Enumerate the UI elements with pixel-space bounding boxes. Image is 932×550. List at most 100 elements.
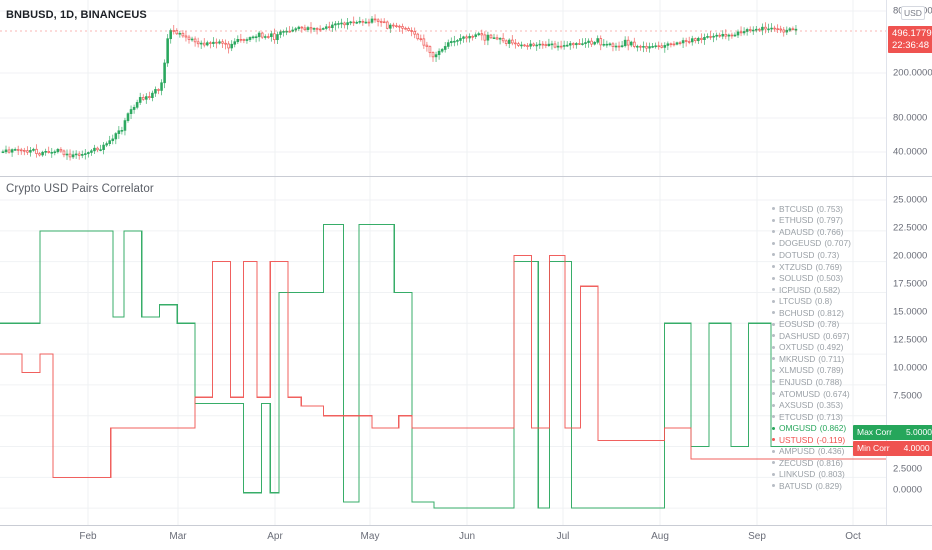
legend-item-xlmusd[interactable]: XLMUSD (0.789) xyxy=(772,365,884,377)
legend-item-linkusd[interactable]: LINKUSD (0.803) xyxy=(772,469,884,481)
max-corr-badge[interactable]: Max Corr 5.0000 xyxy=(853,425,932,440)
legend-value: (0.353) xyxy=(816,400,843,411)
indicator-axis-label: 7.5000 xyxy=(893,390,923,402)
legend-item-dashusd[interactable]: DASHUSD (0.697) xyxy=(772,330,884,342)
legend-item-btcusd[interactable]: BTCUSD (0.753) xyxy=(772,203,884,215)
legend-item-adausd[interactable]: ADAUSD (0.766) xyxy=(772,226,884,238)
legend-item-bchusd[interactable]: BCHUSD (0.812) xyxy=(772,307,884,319)
indicator-pane[interactable]: 25.0000 22.5000 20.0000 17.5000 15.0000 … xyxy=(0,177,932,525)
indicator-title[interactable]: Crypto USD Pairs Correlator xyxy=(6,183,154,195)
indicator-axis-label: 15.0000 xyxy=(893,306,928,318)
legend-item-eosusd[interactable]: EOSUSD (0.78) xyxy=(772,318,884,330)
legend-item-omgusd[interactable]: OMGUSD (0.862) xyxy=(772,422,884,434)
legend-item-oxtusd[interactable]: OXTUSD (0.492) xyxy=(772,342,884,354)
legend-item-ethusd[interactable]: ETHUSD (0.797) xyxy=(772,215,884,227)
pane-separator[interactable] xyxy=(0,176,932,177)
legend-value: (0.829) xyxy=(815,480,842,491)
series-max-corr xyxy=(0,224,886,509)
legend-symbol: OXTUSD xyxy=(779,342,814,353)
legend-item-icpusd[interactable]: ICPUSD (0.582) xyxy=(772,284,884,296)
legend-symbol: DOTUSD xyxy=(779,249,815,260)
legend-item-ampusd[interactable]: AMPUSD (0.436) xyxy=(772,445,884,457)
candlestick-series xyxy=(0,0,886,176)
legend-item-ltcusd[interactable]: LTCUSD (0.8) xyxy=(772,295,884,307)
legend-dot-icon xyxy=(772,392,775,396)
legend-value: (0.582) xyxy=(813,284,841,295)
legend-value: (0.797) xyxy=(816,215,843,226)
time-axis-label: Apr xyxy=(267,531,283,542)
legend-dot-icon xyxy=(772,461,775,465)
legend-item-enjusd[interactable]: ENJUSD (0.788) xyxy=(772,376,884,388)
legend-item-mkrusd[interactable]: MKRUSD (0.711) xyxy=(772,353,884,365)
time-axis-label: Jul xyxy=(556,531,570,542)
legend-item-atomusd[interactable]: ATOMUSD (0.674) xyxy=(772,388,884,400)
legend-item-batusd[interactable]: BATUSD (0.829) xyxy=(772,480,884,492)
indicator-axis-label: 25.0000 xyxy=(893,194,928,206)
correlation-step-lines xyxy=(0,177,886,525)
legend-symbol: ZECUSD xyxy=(779,457,814,468)
legend-dot-icon xyxy=(772,426,775,430)
legend-symbol: DOGEUSD xyxy=(779,238,822,249)
legend-dot-icon xyxy=(772,253,775,257)
legend-value: (0.674) xyxy=(823,388,850,399)
legend-dot-icon xyxy=(772,472,775,476)
legend-value: (0.789) xyxy=(816,365,844,376)
indicator-legend[interactable]: BTCUSD (0.753) ETHUSD (0.797) ADAUSD (0.766) D… xyxy=(772,203,884,492)
legend-value: (0.436) xyxy=(817,446,845,457)
max-corr-value: 5.0000 xyxy=(905,427,932,437)
indicator-scale[interactable]: 25.0000 22.5000 20.0000 17.5000 15.0000 … xyxy=(886,177,932,525)
legend-item-ustusd[interactable]: USTUSD (-0.119) xyxy=(772,434,884,446)
time-axis-label: Sep xyxy=(748,531,766,542)
legend-symbol: AMPUSD xyxy=(779,446,815,457)
legend-dot-icon xyxy=(772,368,775,372)
legend-dot-icon xyxy=(772,207,775,211)
series-min-corr xyxy=(0,254,886,478)
legend-item-solusd[interactable]: SOLUSD (0.503) xyxy=(772,272,884,284)
legend-symbol: BCHUSD xyxy=(779,307,815,318)
last-price-value: 496.1779 xyxy=(892,28,932,39)
legend-item-xtzusd[interactable]: XTZUSD (0.769) xyxy=(772,261,884,273)
legend-dot-icon xyxy=(772,438,775,442)
time-axis-label: Jun xyxy=(458,531,476,542)
legend-symbol: LINKUSD xyxy=(779,469,816,480)
legend-item-axsusd[interactable]: AXSUSD (0.353) xyxy=(772,399,884,411)
legend-symbol: EOSUSD xyxy=(779,319,815,330)
legend-value: (0.707) xyxy=(824,238,851,249)
price-chart-pane[interactable]: 800.0000 200.0000 80.0000 40.0000 xyxy=(0,0,932,176)
price-pane-title[interactable]: BNBUSD, 1D, BINANCEUS xyxy=(6,9,147,21)
indicator-axis-label: 10.0000 xyxy=(893,362,928,374)
legend-symbol: BATUSD xyxy=(779,480,813,491)
legend-symbol: ATOMUSD xyxy=(779,388,821,399)
legend-value: (0.812) xyxy=(817,307,844,318)
legend-value: (0.816) xyxy=(816,457,843,468)
legend-symbol: LTCUSD xyxy=(779,296,812,307)
legend-value: (0.492) xyxy=(816,342,844,353)
legend-dot-icon xyxy=(772,276,775,280)
time-axis-label: Mar xyxy=(169,531,187,542)
indicator-plot-area[interactable] xyxy=(0,177,886,525)
legend-item-zecusd[interactable]: ZECUSD (0.816) xyxy=(772,457,884,469)
legend-value: (0.766) xyxy=(816,226,844,237)
last-price-tag[interactable]: 496.1779 22:36:48 xyxy=(888,26,932,53)
legend-dot-icon xyxy=(772,288,775,292)
legend-symbol: XLMUSD xyxy=(779,365,814,376)
price-plot-area[interactable] xyxy=(0,0,886,176)
min-corr-badge[interactable]: Min Corr 4.0000 xyxy=(853,441,932,456)
legend-item-dogeusd[interactable]: DOGEUSD (0.707) xyxy=(772,238,884,250)
indicator-axis-label: 17.5000 xyxy=(893,278,928,290)
legend-item-dotusd[interactable]: DOTUSD (0.73) xyxy=(772,249,884,261)
legend-symbol: ICPUSD xyxy=(779,284,811,295)
time-scale[interactable] xyxy=(0,526,932,550)
legend-symbol: ETHUSD xyxy=(779,215,814,226)
min-corr-value: 4.0000 xyxy=(903,443,930,453)
currency-badge[interactable]: USD xyxy=(901,6,925,20)
indicator-axis-label: 2.5000 xyxy=(893,463,923,475)
time-axis-label: Oct xyxy=(845,531,861,542)
legend-value: (0.753) xyxy=(816,203,843,214)
price-axis-label: 80.0000 xyxy=(893,112,928,124)
legend-value: (0.769) xyxy=(815,261,843,272)
legend-item-etcusd[interactable]: ETCUSD (0.713) xyxy=(772,411,884,423)
indicator-axis-label: 0.0000 xyxy=(893,484,923,496)
legend-dot-icon xyxy=(772,241,775,245)
